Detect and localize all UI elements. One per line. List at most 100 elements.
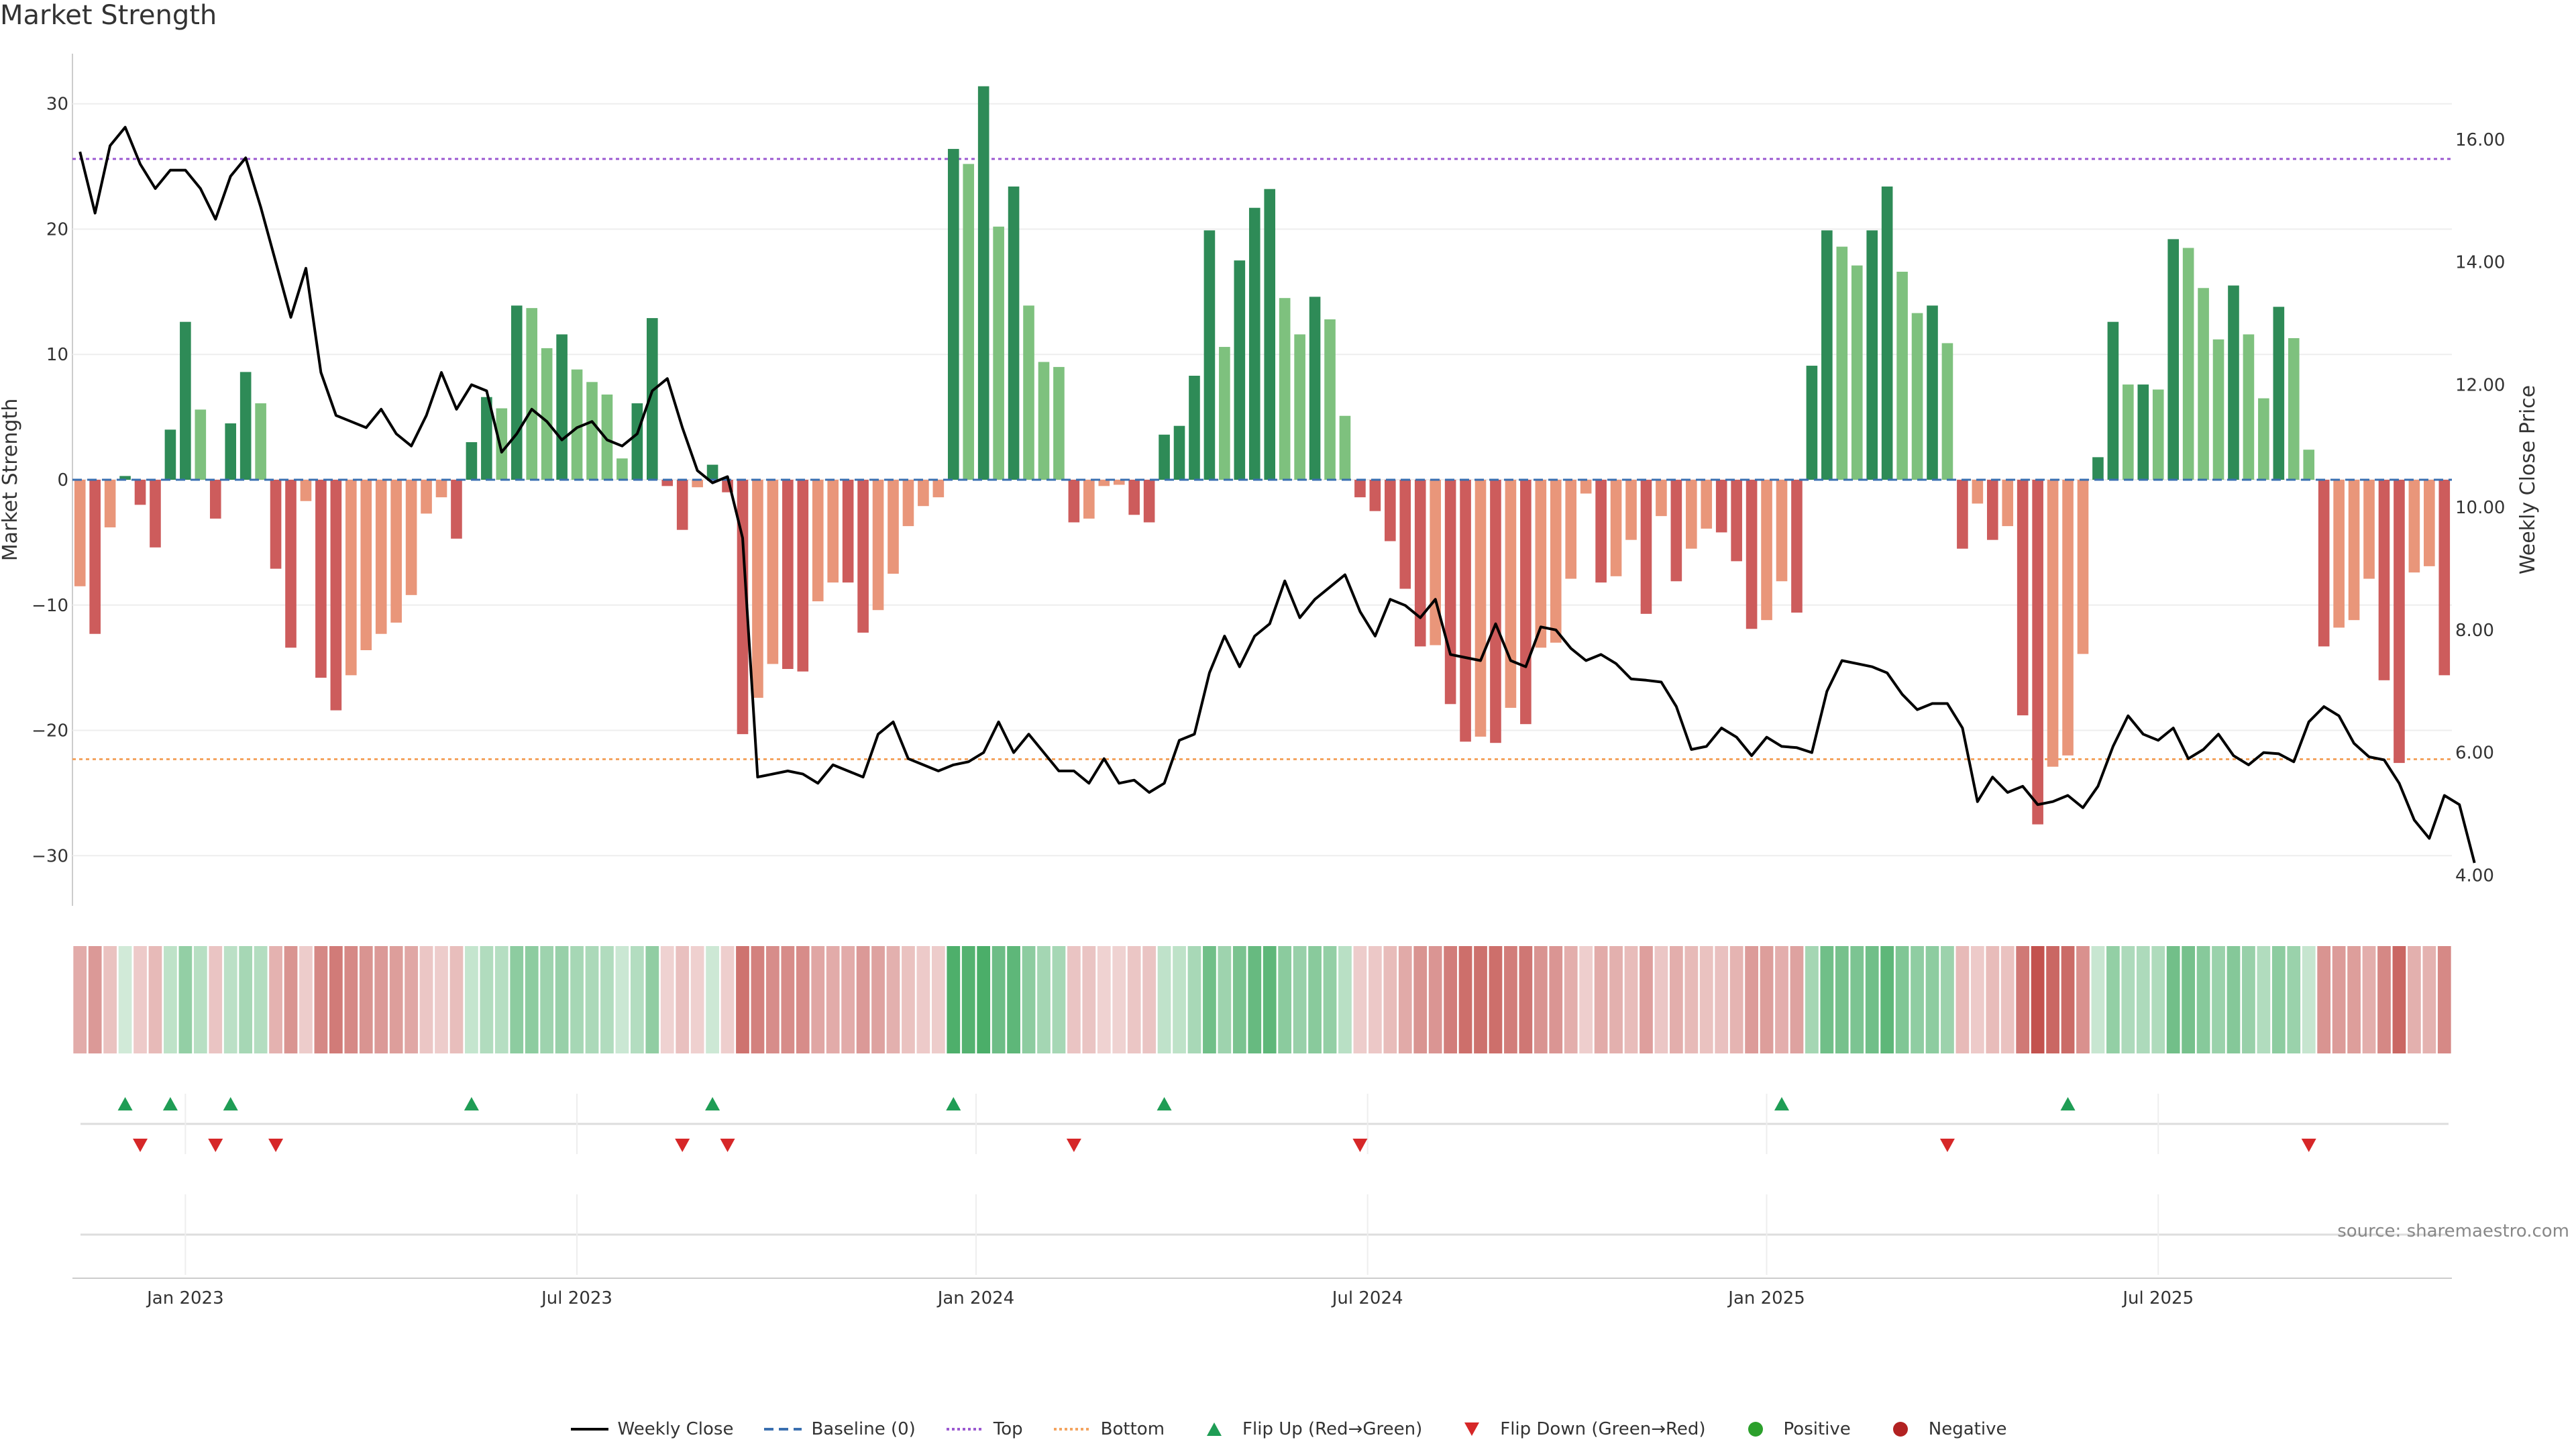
strength-bar — [631, 403, 643, 480]
strength-bar — [119, 476, 131, 480]
heat-cell — [133, 946, 147, 1053]
heat-cell — [1112, 946, 1126, 1053]
legend-triangle-down-icon — [1464, 1422, 1480, 1436]
heat-cell — [2136, 946, 2150, 1053]
strength-bar — [255, 403, 266, 480]
y2-tick-label: 14.00 — [2455, 253, 2505, 273]
legend-circle-icon — [1892, 1422, 1908, 1437]
heat-cell — [811, 946, 825, 1053]
strength-bar — [1986, 480, 1998, 540]
heat-cell — [1970, 946, 1984, 1053]
heat-cell — [1745, 946, 1758, 1053]
flip-down-marker — [208, 1139, 223, 1152]
heat-cell — [2212, 946, 2225, 1053]
strength-bar — [1113, 480, 1125, 485]
strength-bar — [918, 480, 929, 507]
y-tick-label: −30 — [32, 846, 68, 866]
flip-up-marker — [223, 1097, 238, 1110]
heat-cell — [931, 946, 945, 1053]
strength-bar — [1535, 480, 1547, 648]
y2-tick-label: 12.00 — [2455, 375, 2505, 395]
strength-bar — [812, 480, 824, 602]
strength-bar — [1430, 480, 1441, 645]
flip-up-marker — [946, 1097, 961, 1110]
heat-cell — [2407, 946, 2421, 1053]
heat-cell — [2106, 946, 2120, 1053]
x-tick-label: Jan 2023 — [146, 1288, 224, 1308]
heat-cell — [1338, 946, 1352, 1053]
strength-bar — [1068, 480, 1080, 523]
strength-bar — [1505, 480, 1517, 708]
heat-cell — [796, 946, 810, 1053]
heat-cell — [977, 946, 991, 1053]
strength-bar — [1324, 319, 1336, 480]
strength-bar — [526, 308, 538, 480]
heat-cell — [1007, 946, 1020, 1053]
strength-bar — [2303, 450, 2315, 480]
heat-cell — [494, 946, 508, 1053]
legend-label: Weekly Close — [617, 1419, 734, 1439]
heat-cell — [1880, 946, 1894, 1053]
strength-bar — [1806, 366, 1818, 480]
strength-bar — [345, 480, 357, 676]
heat-cell — [1398, 946, 1412, 1053]
strength-bar — [1474, 480, 1487, 737]
strength-bar — [827, 480, 839, 583]
strength-bar — [466, 442, 478, 480]
strength-bar — [571, 369, 583, 480]
heat-cell — [1474, 946, 1487, 1053]
strength-bar — [1203, 230, 1216, 480]
heat-cell — [826, 946, 840, 1053]
heat-cell — [1519, 946, 1533, 1053]
strength-bar — [2123, 384, 2134, 480]
strength-bar — [209, 480, 221, 519]
weekly-close-line — [78, 125, 2476, 864]
strength-bar — [496, 408, 508, 480]
flip-down-marker — [1352, 1139, 1368, 1152]
heat-cell — [314, 946, 328, 1053]
strength-bar — [195, 409, 207, 480]
heat-cell — [435, 946, 448, 1053]
heat-cell — [1489, 946, 1503, 1053]
strength-bar — [872, 480, 884, 611]
heat-cell — [1941, 946, 1954, 1053]
heat-cell — [645, 946, 659, 1053]
strength-bar — [375, 480, 387, 634]
heat-cell — [510, 946, 524, 1053]
strength-bar — [74, 480, 86, 586]
heat-cell — [1609, 946, 1623, 1053]
heat-cell — [1218, 946, 1232, 1053]
strength-bar — [2107, 321, 2119, 480]
y-tick-label: −10 — [32, 596, 68, 616]
legend-dashed-line-icon — [764, 1428, 802, 1431]
strength-bar — [1264, 189, 1276, 480]
strength-bar — [2288, 338, 2300, 480]
strength-bar — [390, 480, 402, 623]
strength-bar — [2318, 480, 2330, 647]
legend-dotted-line-icon — [946, 1428, 984, 1431]
strength-bar — [2198, 288, 2209, 480]
heat-cell — [2362, 946, 2376, 1053]
x-tick-label: Jul 2023 — [540, 1288, 612, 1308]
strength-bar — [300, 480, 312, 501]
strength-bar — [2228, 285, 2239, 480]
x-tick-label: Jul 2025 — [2121, 1288, 2194, 1308]
heat-cell — [1895, 946, 1909, 1053]
strength-bar — [1656, 480, 1667, 517]
legend-dotted-line-icon — [1053, 1428, 1091, 1431]
heat-cell — [2016, 946, 2030, 1053]
heat-cell — [1082, 946, 1096, 1053]
heat-cell — [1835, 946, 1849, 1053]
strength-bar — [180, 321, 191, 480]
strength-bar — [888, 480, 899, 574]
strength-bar — [857, 480, 869, 633]
heat-cell — [1444, 946, 1457, 1053]
heat-cell — [2422, 946, 2436, 1053]
heat-cell — [1097, 946, 1111, 1053]
heat-cell — [902, 946, 915, 1053]
chart-title: Market Strength — [0, 0, 217, 31]
strength-bar — [511, 305, 523, 480]
y-tick-label: −20 — [32, 721, 68, 741]
heat-cell — [886, 946, 900, 1053]
